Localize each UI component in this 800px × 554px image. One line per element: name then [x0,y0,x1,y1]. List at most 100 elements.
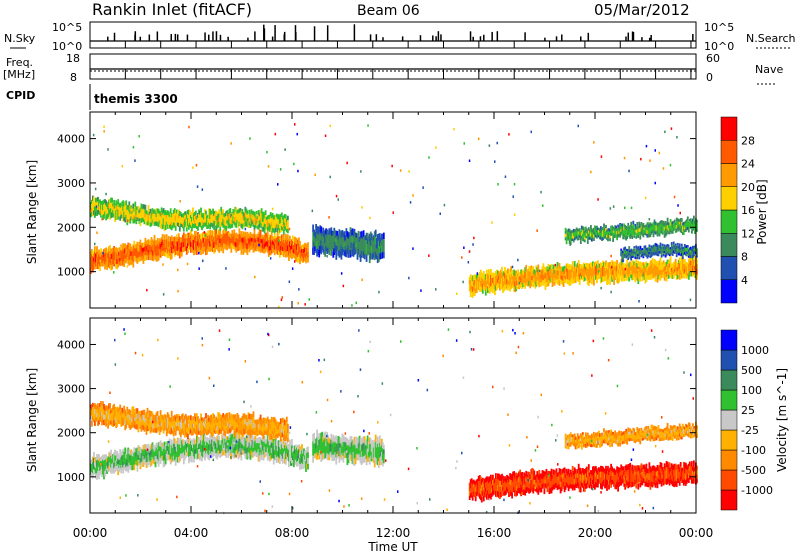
power-scatter-point [536,229,538,232]
power-cell-0 [172,237,175,241]
velocity-cell-0 [199,448,201,455]
power-cell-4 [565,233,568,237]
power-cell-4 [605,228,607,232]
power-cell-4 [650,229,653,232]
velocity-cell-0 [93,463,95,470]
power-cell-3 [643,276,646,280]
power-cell-1 [218,221,221,227]
velocity-cell-0 [117,469,120,476]
power-cell-1 [225,211,228,216]
power-cell-5 [664,247,667,250]
power-cell-0 [216,237,219,242]
power-cell-5 [631,250,634,252]
velocity-cell-0 [269,455,272,461]
power-cell-0 [128,260,131,266]
power-cell-3 [644,267,647,273]
power-cell-0 [292,241,294,247]
velocity-cell-0 [156,449,159,455]
power-cell-0 [144,255,147,261]
power-cell-1 [202,214,204,218]
power-cell-4 [623,226,626,231]
power-cell-5 [684,248,687,251]
power-cell-1 [261,222,264,227]
power-cell-3 [546,276,549,282]
power-cell-5 [623,255,626,259]
power-cell-3 [605,270,607,276]
power-cell-0 [193,250,195,256]
power-cell-3 [685,266,688,271]
power-cell-3 [565,263,568,268]
power-cell-1 [246,210,249,215]
power-cell-0 [209,235,211,241]
power-cell-4 [578,228,581,231]
velocity-cell-0 [131,460,134,466]
power-cell-0 [176,241,179,247]
power-cell-1 [192,217,194,224]
velocity-cell-0 [92,467,94,473]
power-cell-1 [170,217,173,222]
velocity-cell-0 [222,432,225,439]
velocity-cell-0 [99,457,101,463]
velocity-cell-0 [242,441,245,446]
velocity-cell-0 [218,445,221,450]
power-cell-4 [592,234,594,237]
velocity-cell-0 [222,449,225,456]
power-cell-3 [696,263,698,270]
power-cell-3 [632,260,635,266]
power-cell-3 [530,270,533,276]
power-cell-0 [241,241,244,246]
power-scatter-point [609,207,612,210]
power-cell-3 [469,291,472,298]
power-cell-0 [154,240,157,246]
power-cell-1 [151,211,154,216]
velocity-cell-0 [237,441,240,448]
power-cell-3 [638,262,641,268]
power-cell-5 [686,247,689,250]
power-cell-3 [583,268,586,273]
velocity-cell-0 [114,449,116,456]
power-cell-0 [179,242,182,248]
power-cell-1 [103,204,105,210]
power-cell-2 [332,244,335,252]
power-cell-1 [184,218,187,222]
power-scatter-point [274,132,277,136]
power-cell-3 [546,281,549,287]
power-cell-1 [102,200,104,206]
power-cell-3 [531,271,534,276]
velocity-cell-0 [192,448,194,453]
velocity-cell-0 [271,453,274,459]
power-cell-3 [606,273,608,280]
power-cell-0 [219,239,222,244]
power-cell-3 [527,269,530,274]
power-cell-4 [684,226,687,230]
power-cell-2 [313,229,315,236]
power-cell-0 [301,252,303,257]
power-cell-3 [524,283,527,289]
power-cell-3 [497,270,499,275]
velocity-cell-0 [245,453,248,460]
power-cell-3 [556,267,559,274]
velocity-cell-0 [275,440,278,446]
power-cell-4 [629,232,632,236]
power-cell-0 [288,249,290,256]
power-cell-0 [167,235,170,242]
power-cell-2 [356,246,359,254]
power-cell-0 [305,243,307,249]
power-cell-3 [567,275,570,280]
power-cell-0 [125,254,128,259]
power-cell-0 [283,246,286,251]
velocity-cell-0 [215,448,217,454]
power-cell-0 [161,245,164,251]
power-cell-0 [165,234,168,240]
power-cell-3 [471,275,474,281]
power-cell-2 [358,252,361,258]
power-cell-1 [264,219,267,224]
power-cell-1 [93,201,95,206]
power-cell-1 [100,213,102,218]
power-cell-1 [148,212,151,216]
power-cell-3 [561,271,564,276]
power-cell-4 [603,234,605,239]
power-cell-1 [152,217,155,221]
power-cell-1 [221,218,224,223]
power-cell-0 [124,248,127,254]
